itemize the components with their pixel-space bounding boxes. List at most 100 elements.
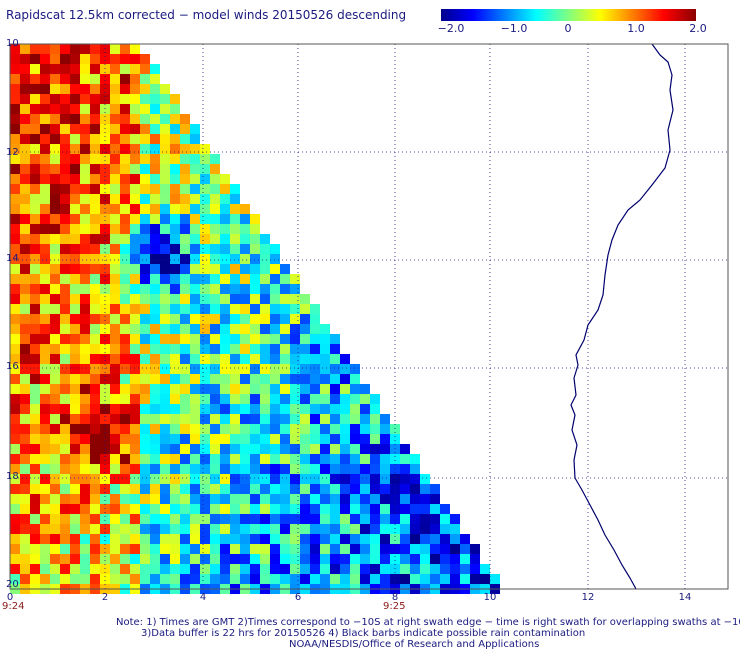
swath-cell [150,294,160,304]
swath-cell [60,84,70,94]
swath-cell [180,134,190,144]
swath-cell [360,394,370,404]
swath-cell [10,214,20,224]
swath-cell [100,134,110,144]
swath-cell [60,64,70,74]
swath-cell [170,234,180,244]
swath-cell [220,514,230,524]
swath-cell [170,94,180,104]
swath-cell [30,144,40,154]
swath-cell [210,324,220,334]
swath-cell [40,254,50,264]
swath-cell [130,504,140,514]
swath-cell [60,354,70,364]
swath-cell [190,254,200,264]
swath-cell [270,254,280,264]
swath-cell [300,524,310,534]
swath-cell [90,424,100,434]
swath-cell [210,364,220,374]
swath-cell [20,104,30,114]
swath-cell [130,534,140,544]
swath-cell [450,574,460,584]
swath-cell [20,234,30,244]
swath-cell [130,234,140,244]
swath-cell [60,544,70,554]
swath-cell [160,204,170,214]
swath-cell [40,464,50,474]
swath-cell [330,514,340,524]
swath-cell [100,494,110,504]
swath-cell [370,574,380,584]
swath-cell [200,504,210,514]
swath-cell [180,474,190,484]
swath-cell [80,384,90,394]
swath-cell [210,374,220,384]
swath-cell [20,444,30,454]
swath-cell [110,174,120,184]
swath-cell [370,444,380,454]
swath-cell [180,334,190,344]
swath-cell [320,524,330,534]
swath-cell [10,364,20,374]
swath-cell [140,484,150,494]
swath-cell [80,194,90,204]
swath-cell [320,404,330,414]
swath-cell [150,474,160,484]
swath-cell [50,224,60,234]
swath-cell [340,464,350,474]
swath-cell [430,534,440,544]
swath-cell [40,274,50,284]
swath-cell [100,94,110,104]
swath-cell [210,304,220,314]
swath-cell [170,414,180,424]
swath-cell [20,204,30,214]
swath-cell [70,244,80,254]
swath-cell [70,304,80,314]
swath-cell [150,454,160,464]
swath-cell [430,514,440,524]
swath-cell [230,194,240,204]
swath-cell [320,454,330,464]
swath-cell [120,264,130,274]
swath-cell [230,214,240,224]
swath-cell [210,404,220,414]
swath-cell [350,564,360,574]
swath-cell [20,344,30,354]
swath-cell [110,354,120,364]
swath-cell [460,534,470,544]
swath-cell [110,534,120,544]
swath-cell [20,174,30,184]
swath-cell [250,304,260,314]
swath-cell [320,494,330,504]
swath-cell [240,314,250,324]
swath-cell [110,184,120,194]
swath-cell [190,214,200,224]
swath-cell [340,414,350,424]
swath-cell [270,364,280,374]
swath-cell [180,534,190,544]
swath-cell [270,564,280,574]
swath-cell [310,474,320,484]
swath-cell [20,294,30,304]
swath-cell [190,464,200,474]
swath-cell [70,554,80,564]
swath-cell [270,454,280,464]
swath-cell [130,104,140,114]
swath-cell [140,334,150,344]
swath-cell [70,454,80,464]
swath-cell [70,104,80,114]
swath-cell [170,464,180,474]
swath-cell [210,174,220,184]
swath-cell [50,494,60,504]
swath-cell [410,494,420,504]
swath-cell [70,324,80,334]
swath-cell [110,374,120,384]
swath-cell [350,374,360,384]
swath-cell [150,564,160,574]
swath-cell [360,574,370,584]
swath-cell [220,304,230,314]
swath-cell [330,374,340,384]
swath-cell [60,74,70,84]
swath-cell [90,374,100,384]
swath-cell [320,424,330,434]
